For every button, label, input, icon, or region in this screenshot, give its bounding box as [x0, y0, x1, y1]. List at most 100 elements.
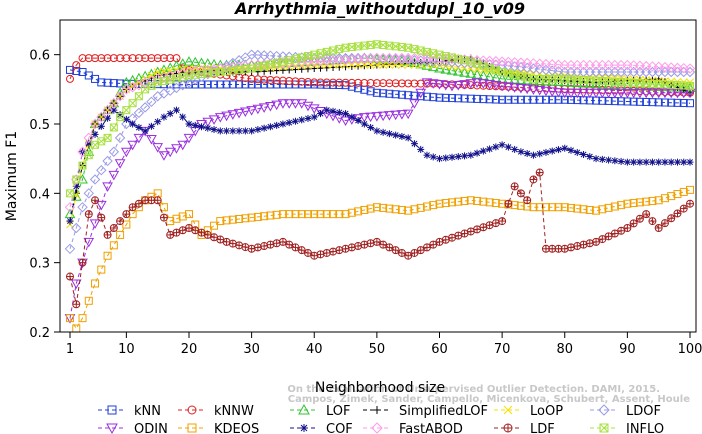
data-point [114, 91, 126, 102]
data-point [272, 76, 281, 85]
data-point [579, 240, 588, 249]
data-point [516, 201, 525, 210]
data-point [510, 95, 519, 104]
data-point [416, 79, 425, 88]
data-point [160, 67, 168, 76]
legend: kNN kNNW LOF SimplifiedLOF LoOP LDOF ODIN KDEOS… [98, 403, 664, 434]
legend-item-knn: kNN [98, 404, 161, 419]
data-point [629, 199, 638, 208]
data-point [285, 210, 294, 219]
data-point [647, 88, 658, 99]
data-point [416, 92, 425, 101]
data-point [503, 82, 514, 93]
data-point [96, 165, 107, 176]
data-point [360, 78, 369, 87]
data-point [260, 124, 268, 132]
data-point [584, 78, 596, 88]
data-point [83, 188, 94, 199]
data-point [109, 54, 118, 63]
data-point [97, 265, 106, 274]
data-point [660, 98, 669, 107]
data-point [535, 95, 544, 104]
data-point [222, 80, 231, 89]
data-point [66, 65, 74, 74]
data-point [266, 75, 275, 84]
data-point [371, 112, 383, 122]
data-point [239, 107, 251, 118]
data-point [466, 196, 475, 205]
data-point [629, 219, 638, 228]
data-point [216, 80, 225, 89]
data-point [285, 119, 293, 127]
data-point [686, 99, 694, 108]
data-point [139, 102, 151, 113]
data-point [204, 124, 212, 132]
data-point [179, 113, 187, 121]
data-point [553, 88, 564, 98]
data-point [373, 127, 381, 135]
data-point [272, 210, 281, 219]
data-point [354, 84, 363, 93]
data-point [210, 126, 218, 134]
data-point [241, 214, 250, 223]
legend-label: COF [326, 422, 353, 434]
watermark-line-1: Campos, Zimek, Sander, Campello, Micenko… [288, 394, 690, 405]
data-point [70, 191, 82, 201]
data-point [341, 244, 350, 253]
data-point [91, 54, 100, 63]
x-axis: 1 10 20 30 40 50 60 70 80 90 100 [66, 331, 702, 357]
data-point [498, 95, 507, 104]
legend-label: FastABOD [399, 422, 463, 434]
data-point [127, 140, 138, 151]
data-point [640, 88, 652, 99]
data-point [135, 123, 143, 131]
data-point [673, 98, 682, 107]
data-point [78, 258, 87, 267]
data-point [114, 159, 126, 169]
data-point [103, 230, 112, 239]
data-point [454, 197, 463, 206]
data-point [278, 210, 287, 219]
data-point [379, 128, 387, 136]
data-point [191, 121, 199, 129]
data-point [166, 54, 175, 63]
legend-item-kdeos: KDEOS [178, 422, 259, 434]
data-point [310, 210, 319, 219]
data-point [266, 240, 275, 249]
data-point [510, 182, 519, 191]
legend-label: LDOF [626, 404, 661, 419]
data-point [323, 106, 331, 114]
data-point [183, 133, 195, 144]
legend-label: LDF [530, 422, 555, 434]
data-point [146, 135, 157, 145]
data-point [392, 131, 400, 139]
data-point [491, 199, 500, 208]
data-point [617, 201, 626, 210]
data-point [360, 120, 368, 128]
data-point [64, 243, 76, 255]
data-point [479, 95, 488, 104]
data-point [498, 141, 506, 149]
data-point [573, 204, 582, 213]
data-point [335, 246, 344, 255]
data-point [147, 122, 155, 130]
data-point [66, 217, 74, 225]
data-point [653, 88, 665, 99]
data-point [297, 77, 306, 86]
data-point [177, 140, 189, 151]
data-point [83, 237, 95, 248]
data-point [297, 210, 306, 219]
data-point [654, 98, 663, 107]
data-point [686, 199, 694, 208]
data-point [372, 203, 381, 212]
data-point [477, 79, 489, 89]
data-point [366, 61, 375, 69]
data-point [202, 117, 214, 128]
data-point [114, 132, 126, 144]
data-point [317, 110, 325, 118]
series-cof [66, 106, 694, 225]
data-point [521, 62, 533, 74]
data-point [416, 203, 425, 212]
data-point [534, 64, 545, 75]
data-point [402, 109, 414, 120]
